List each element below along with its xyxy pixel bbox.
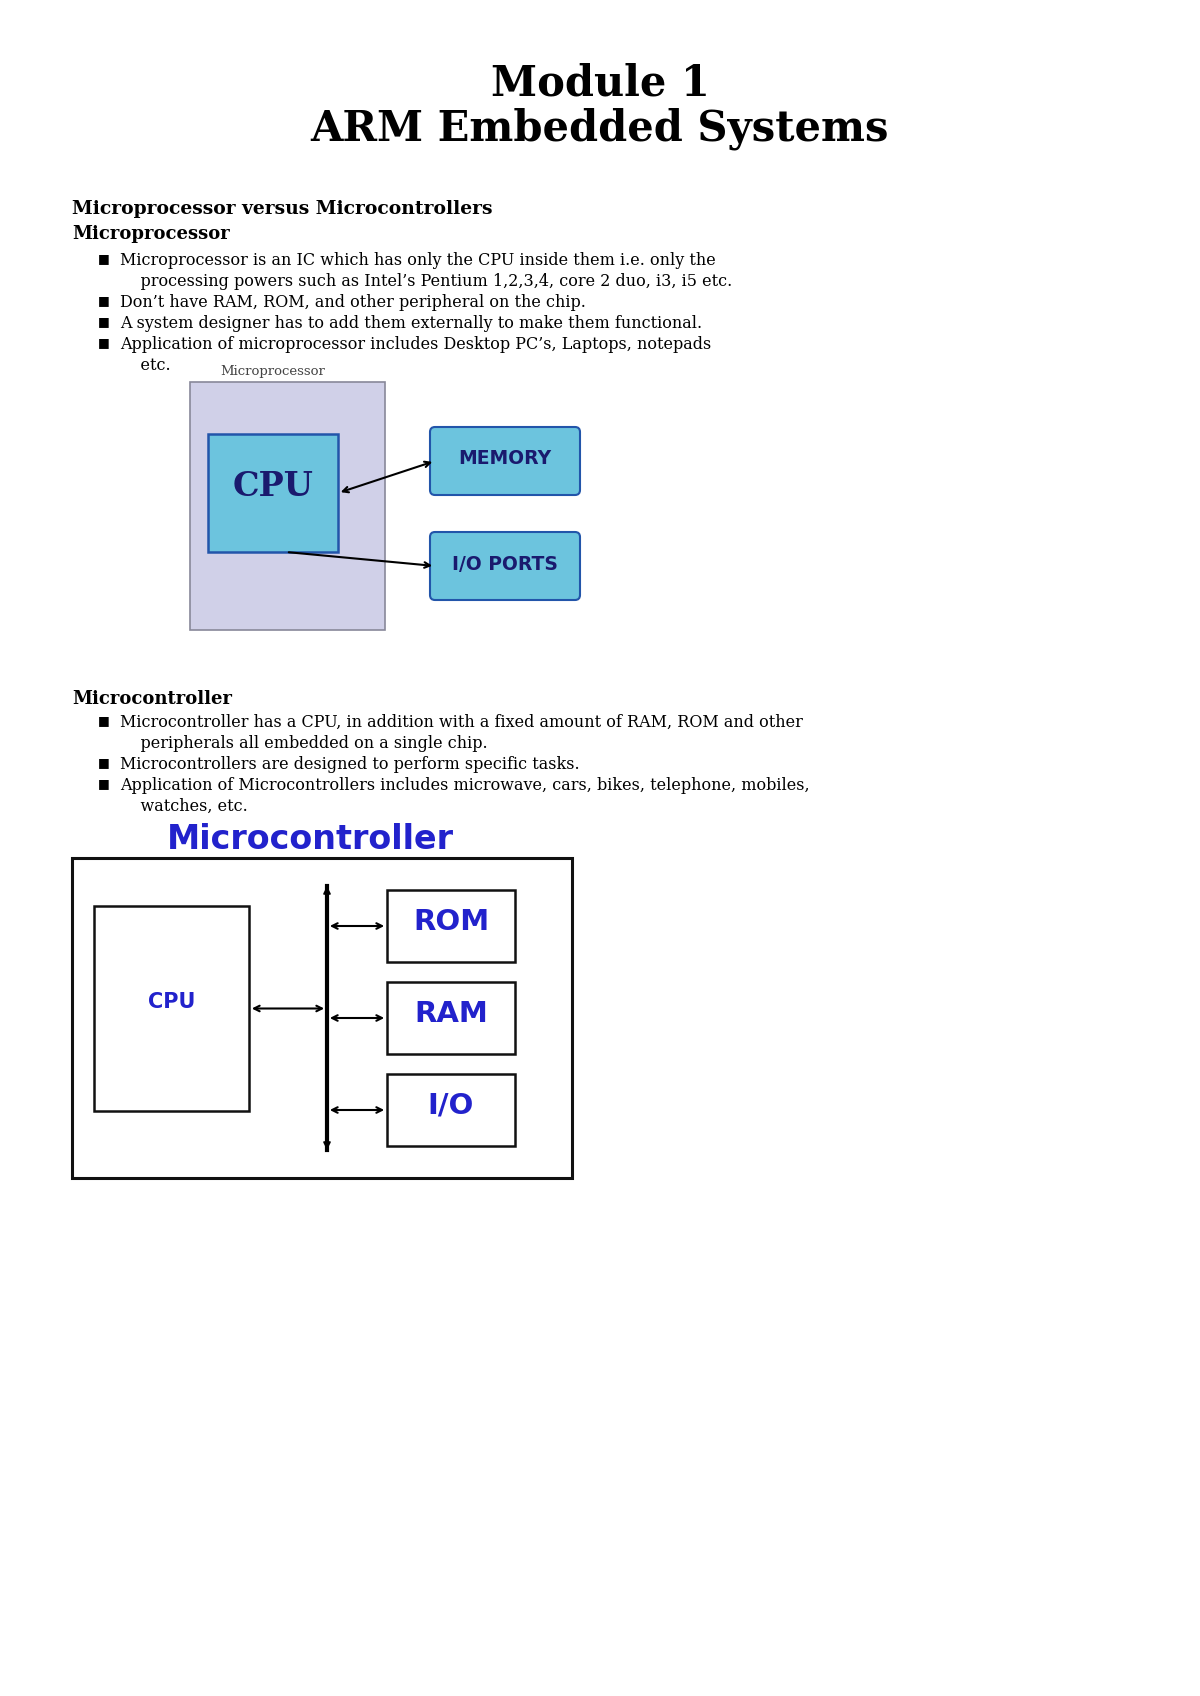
Text: Microcontroller: Microcontroller	[72, 690, 232, 707]
FancyBboxPatch shape	[386, 982, 515, 1053]
Text: ■: ■	[98, 253, 109, 265]
FancyBboxPatch shape	[94, 906, 250, 1111]
Text: etc.: etc.	[120, 356, 170, 375]
Text: RAM: RAM	[414, 1001, 488, 1028]
Text: MEMORY: MEMORY	[458, 449, 552, 468]
Text: Microcontrollers are designed to perform specific tasks.: Microcontrollers are designed to perform…	[120, 756, 580, 773]
Text: ■: ■	[98, 293, 109, 307]
FancyBboxPatch shape	[386, 1074, 515, 1146]
Text: Application of Microcontrollers includes microwave, cars, bikes, telephone, mobi: Application of Microcontrollers includes…	[120, 777, 810, 794]
FancyBboxPatch shape	[190, 382, 385, 629]
Text: Don’t have RAM, ROM, and other peripheral on the chip.: Don’t have RAM, ROM, and other periphera…	[120, 293, 586, 310]
FancyBboxPatch shape	[72, 858, 572, 1179]
Text: CPU: CPU	[148, 992, 196, 1013]
Text: Microprocessor is an IC which has only the CPU inside them i.e. only the: Microprocessor is an IC which has only t…	[120, 253, 715, 270]
Text: Microprocessor: Microprocessor	[220, 365, 325, 378]
Text: I/O PORTS: I/O PORTS	[452, 555, 558, 573]
Text: ■: ■	[98, 336, 109, 349]
Text: A system designer has to add them externally to make them functional.: A system designer has to add them extern…	[120, 315, 702, 332]
Text: ARM Embedded Systems: ARM Embedded Systems	[311, 109, 889, 151]
Text: ROM: ROM	[413, 907, 490, 936]
Text: processing powers such as Intel’s Pentium 1,2,3,4, core 2 duo, i3, i5 etc.: processing powers such as Intel’s Pentiu…	[120, 273, 732, 290]
Text: Microcontroller has a CPU, in addition with a fixed amount of RAM, ROM and other: Microcontroller has a CPU, in addition w…	[120, 714, 803, 731]
Text: ■: ■	[98, 756, 109, 768]
Text: Application of microprocessor includes Desktop PC’s, Laptops, notepads: Application of microprocessor includes D…	[120, 336, 712, 353]
FancyBboxPatch shape	[430, 533, 580, 600]
FancyBboxPatch shape	[208, 434, 338, 551]
Text: peripherals all embedded on a single chip.: peripherals all embedded on a single chi…	[120, 734, 487, 751]
Text: watches, etc.: watches, etc.	[120, 799, 247, 816]
Text: I/O: I/O	[428, 1092, 474, 1119]
Text: Microprocessor: Microprocessor	[72, 226, 229, 243]
FancyBboxPatch shape	[430, 427, 580, 495]
FancyBboxPatch shape	[386, 890, 515, 962]
Text: ■: ■	[98, 714, 109, 728]
Text: Microprocessor versus Microcontrollers: Microprocessor versus Microcontrollers	[72, 200, 492, 219]
Text: ■: ■	[98, 777, 109, 790]
Text: ■: ■	[98, 315, 109, 327]
Text: CPU: CPU	[233, 470, 313, 504]
Text: Module 1: Module 1	[491, 63, 709, 103]
Text: Microcontroller: Microcontroller	[167, 823, 454, 856]
